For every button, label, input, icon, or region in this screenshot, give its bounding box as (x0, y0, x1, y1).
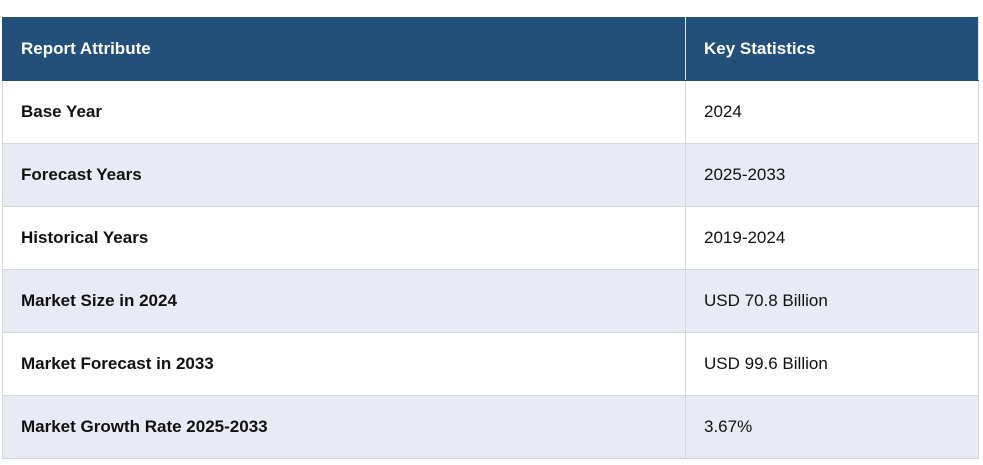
header-row: Report Attribute Key Statistics (2, 17, 979, 81)
value-cell: 2024 (685, 80, 979, 144)
table-container: Report Attribute Key Statistics Base Yea… (2, 17, 979, 459)
stats-table: Report Attribute Key Statistics Base Yea… (2, 17, 979, 459)
table-row: Market Size in 2024 USD 70.8 Billion (2, 269, 979, 333)
attribute-cell: Market Growth Rate 2025-2033 (2, 395, 686, 459)
attribute-cell: Forecast Years (2, 143, 686, 207)
value-cell: 3.67% (685, 395, 979, 459)
table-row: Historical Years 2019-2024 (2, 206, 979, 270)
value-cell: USD 70.8 Billion (685, 269, 979, 333)
header-cell: Report Attribute (2, 17, 686, 81)
attribute-cell: Market Size in 2024 (2, 269, 686, 333)
table-row: Market Forecast in 2033 USD 99.6 Billion (2, 332, 979, 396)
value-cell: 2025-2033 (685, 143, 979, 207)
table-row: Market Growth Rate 2025-2033 3.67% (2, 395, 979, 459)
attribute-cell: Historical Years (2, 206, 686, 270)
table-row: Base Year 2024 (2, 80, 979, 144)
header-cell: Key Statistics (685, 17, 979, 81)
value-cell: USD 99.6 Billion (685, 332, 979, 396)
attribute-cell: Base Year (2, 80, 686, 144)
table-row: Forecast Years 2025-2033 (2, 143, 979, 207)
value-cell: 2019-2024 (685, 206, 979, 270)
attribute-cell: Market Forecast in 2033 (2, 332, 686, 396)
